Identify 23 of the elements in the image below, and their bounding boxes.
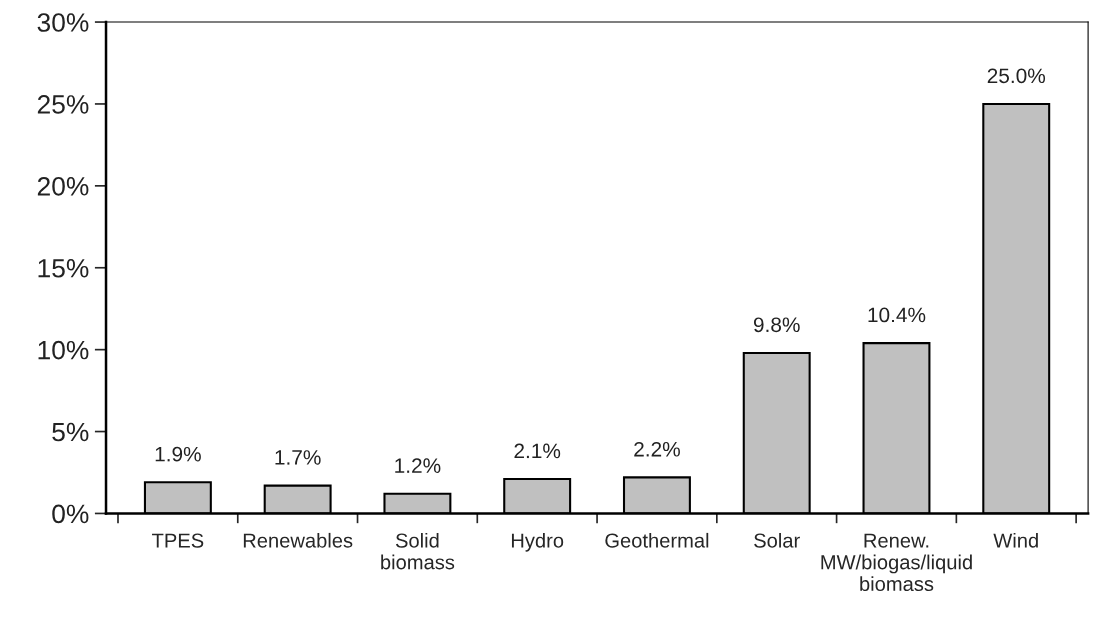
y-tick-label: 5% [52, 422, 89, 442]
y-tick-label: 30% [37, 13, 89, 32]
y-tick-label: 0% [52, 504, 89, 524]
data-label: 2.2% [634, 441, 680, 457]
data-label: 1.2% [395, 458, 441, 473]
data-label: 25.0% [987, 68, 1046, 84]
data-label: 2.1% [514, 443, 561, 459]
y-tick-label: 25% [37, 95, 89, 114]
x-tick-label: Renewables [243, 532, 353, 548]
x-tick-label: Solar [754, 532, 800, 548]
data-label: 9.8% [753, 317, 800, 333]
data-label: 10.4% [868, 307, 926, 323]
y-tick-label: 10% [38, 340, 89, 360]
data-label: 1.7% [275, 450, 321, 465]
y-tick-label: 15% [38, 259, 89, 278]
y-tick-label: 20% [37, 176, 89, 196]
data-label: 1.9% [155, 446, 201, 462]
x-tick-label: Wind [993, 532, 1038, 548]
x-tick-label: Renew. MW/biogas/liquid biomass [821, 533, 972, 592]
x-tick-label: Solid biomass [381, 532, 455, 570]
x-tick-label: Hydro [511, 532, 564, 552]
x-tick-label: Geothermal [605, 532, 709, 548]
x-tick-label: TPES [152, 533, 204, 548]
